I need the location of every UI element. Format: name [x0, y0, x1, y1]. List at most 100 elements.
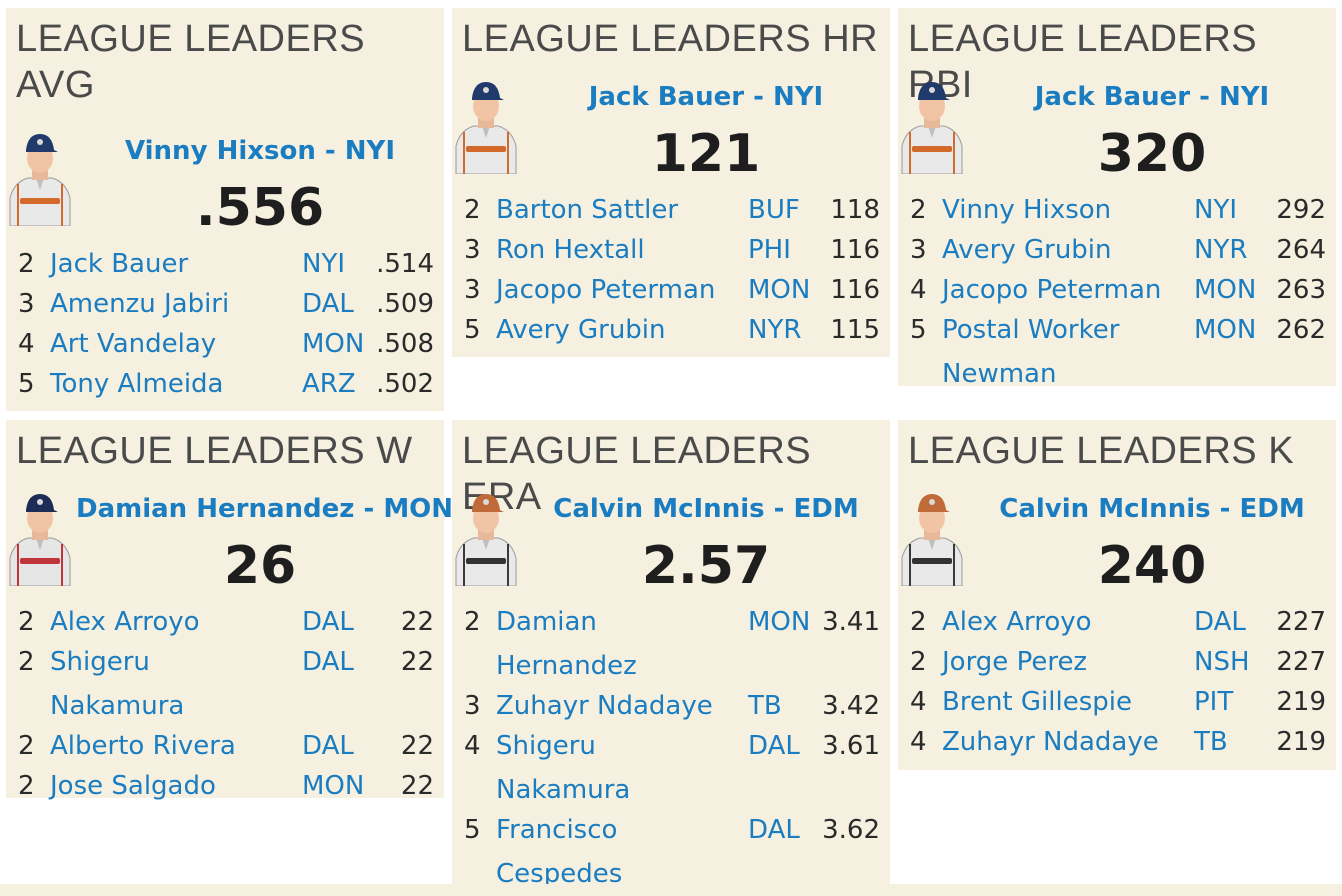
player-name-link[interactable]: Avery Grubin	[496, 315, 666, 345]
team-link[interactable]: DAL	[302, 607, 354, 637]
player-name-link[interactable]: Francisco	[496, 815, 618, 845]
stat-value: .514	[376, 249, 434, 279]
team-link[interactable]: NYR	[1194, 235, 1248, 265]
leader-name[interactable]: Jack Bauer	[1034, 82, 1191, 112]
leader-name[interactable]: Jack Bauer	[588, 82, 745, 112]
player-name-link[interactable]: Amenzu Jabiri	[50, 289, 230, 319]
player-name-link[interactable]: Shigeru	[50, 647, 150, 677]
stat-value: 264	[1276, 235, 1326, 265]
player-photo-icon[interactable]	[6, 126, 74, 227]
player-name-link[interactable]: Barton Sattler	[496, 195, 679, 225]
player-photo-icon[interactable]	[898, 486, 966, 587]
player-name-link[interactable]: Alex Arroyo	[50, 607, 200, 637]
player-name-link[interactable]: Nakamura	[496, 775, 631, 805]
team-link[interactable]: MON	[1194, 315, 1257, 345]
stat-value: .509	[376, 289, 434, 319]
team-link[interactable]: MON	[302, 771, 365, 801]
player-name-link[interactable]: Vinny Hixson	[942, 195, 1112, 225]
team-link[interactable]: PIT	[1194, 687, 1234, 717]
team-link[interactable]: TB	[1194, 727, 1228, 757]
leader-name[interactable]: Calvin McInnis	[999, 494, 1211, 524]
rank: 2	[18, 731, 35, 761]
leaders-panel: LEAGUE LEADERS K Calvin McInnis - EDM 24…	[898, 420, 1336, 770]
leader-value: 121	[651, 124, 761, 184]
team-link[interactable]: NYR	[748, 315, 802, 345]
player-name-link[interactable]: Jorge Perez	[942, 647, 1088, 677]
next-row-strip	[0, 884, 1342, 896]
leader-separator: -	[744, 82, 773, 112]
team-link[interactable]: DAL	[748, 731, 800, 761]
player-name-link[interactable]: Nakamura	[50, 691, 185, 721]
player-name-link[interactable]: Alex Arroyo	[942, 607, 1092, 637]
team-link[interactable]: MON	[748, 275, 811, 305]
player-name-link[interactable]: Ron Hextall	[496, 235, 645, 265]
stat-value: 292	[1276, 195, 1326, 225]
player-photo-icon[interactable]	[452, 486, 520, 587]
team-link[interactable]: DAL	[302, 289, 354, 319]
leader-team[interactable]: MON	[383, 494, 454, 524]
team-link[interactable]: DAL	[1194, 607, 1246, 637]
leader-name[interactable]: Vinny Hixson	[124, 136, 316, 166]
player-name-link[interactable]: Jose Salgado	[50, 771, 216, 801]
leader-team[interactable]: EDM	[793, 494, 859, 524]
leader-team[interactable]: NYI	[344, 136, 396, 166]
player-name-link[interactable]: Art Vandelay	[50, 329, 217, 359]
player-photo-icon[interactable]	[452, 74, 520, 175]
player-name-link[interactable]: Hernandez	[496, 651, 637, 681]
rank: 5	[464, 815, 481, 845]
leader-name-link[interactable]: Calvin McInnis - EDM	[522, 494, 890, 524]
panel-title: LEAGUE LEADERS HR	[462, 18, 879, 60]
player-name-link[interactable]: Brent Gillespie	[942, 687, 1132, 717]
player-name-link[interactable]: Alberto Rivera	[50, 731, 236, 761]
rank: 3	[464, 275, 481, 305]
leader-name-link[interactable]: Calvin McInnis - EDM	[968, 494, 1336, 524]
leader-team[interactable]: NYI	[1218, 82, 1270, 112]
player-name-link[interactable]: Zuhayr Ndadaye	[496, 691, 713, 721]
player-name-link[interactable]: Tony Almeida	[50, 369, 224, 399]
team-link[interactable]: NYI	[302, 249, 345, 279]
player-photo-icon[interactable]	[898, 74, 966, 175]
player-name-link[interactable]: Jacopo Peterman	[496, 275, 716, 305]
team-link[interactable]: MON	[748, 607, 811, 637]
player-name-link[interactable]: Jack Bauer	[50, 249, 189, 279]
team-link[interactable]: PHI	[748, 235, 791, 265]
player-name-link[interactable]: Shigeru	[496, 731, 596, 761]
leader-name-link[interactable]: Damian Hernandez - MON	[76, 494, 453, 524]
player-name-link[interactable]: Newman	[942, 359, 1057, 389]
player-name-link[interactable]: Zuhayr Ndadaye	[942, 727, 1159, 757]
leader-row-continued: Nakamura	[6, 686, 444, 726]
leader-name[interactable]: Damian Hernandez	[76, 494, 355, 524]
team-link[interactable]: DAL	[302, 647, 354, 677]
leader-row: 5 Francisco DAL 3.62	[452, 810, 890, 850]
rank: 2	[18, 607, 35, 637]
leaders-panel: LEAGUE LEADERS W Damian Hernandez - MON …	[6, 420, 453, 801]
leader-name-link[interactable]: Jack Bauer - NYI	[522, 82, 890, 112]
leader-name[interactable]: Calvin McInnis	[553, 494, 765, 524]
leader-separator: -	[1210, 494, 1240, 524]
player-name-link[interactable]: Avery Grubin	[942, 235, 1112, 265]
team-link[interactable]: NYI	[1194, 195, 1237, 225]
team-link[interactable]: DAL	[302, 731, 354, 761]
leader-row: 5 Tony Almeida ARZ .502	[6, 364, 444, 404]
leader-team[interactable]: EDM	[1239, 494, 1305, 524]
leaders-panel: LEAGUE LEADERS AVG Vinny Hixson - NYI .5…	[6, 8, 444, 411]
player-name-link[interactable]: Jacopo Peterman	[942, 275, 1162, 305]
team-link[interactable]: ARZ	[302, 369, 356, 399]
team-link[interactable]: MON	[1194, 275, 1257, 305]
rank: 3	[18, 289, 35, 319]
team-link[interactable]: TB	[748, 691, 782, 721]
leader-row: 4 Brent Gillespie PIT 219	[898, 682, 1336, 722]
team-link[interactable]: MON	[302, 329, 365, 359]
player-photo-icon[interactable]	[6, 486, 74, 587]
player-name-link[interactable]: Postal Worker	[942, 315, 1120, 345]
leader-row-continued: Nakamura	[452, 770, 890, 810]
team-link[interactable]: DAL	[748, 815, 800, 845]
stat-value: 3.42	[822, 691, 880, 721]
leader-team[interactable]: NYI	[772, 82, 824, 112]
player-name-link[interactable]: Damian	[496, 607, 597, 637]
team-link[interactable]: BUF	[748, 195, 800, 225]
leader-name-link[interactable]: Jack Bauer - NYI	[968, 82, 1336, 112]
team-link[interactable]: NSH	[1194, 647, 1250, 677]
rank: 3	[464, 235, 481, 265]
leader-name-link[interactable]: Vinny Hixson - NYI	[76, 136, 444, 166]
